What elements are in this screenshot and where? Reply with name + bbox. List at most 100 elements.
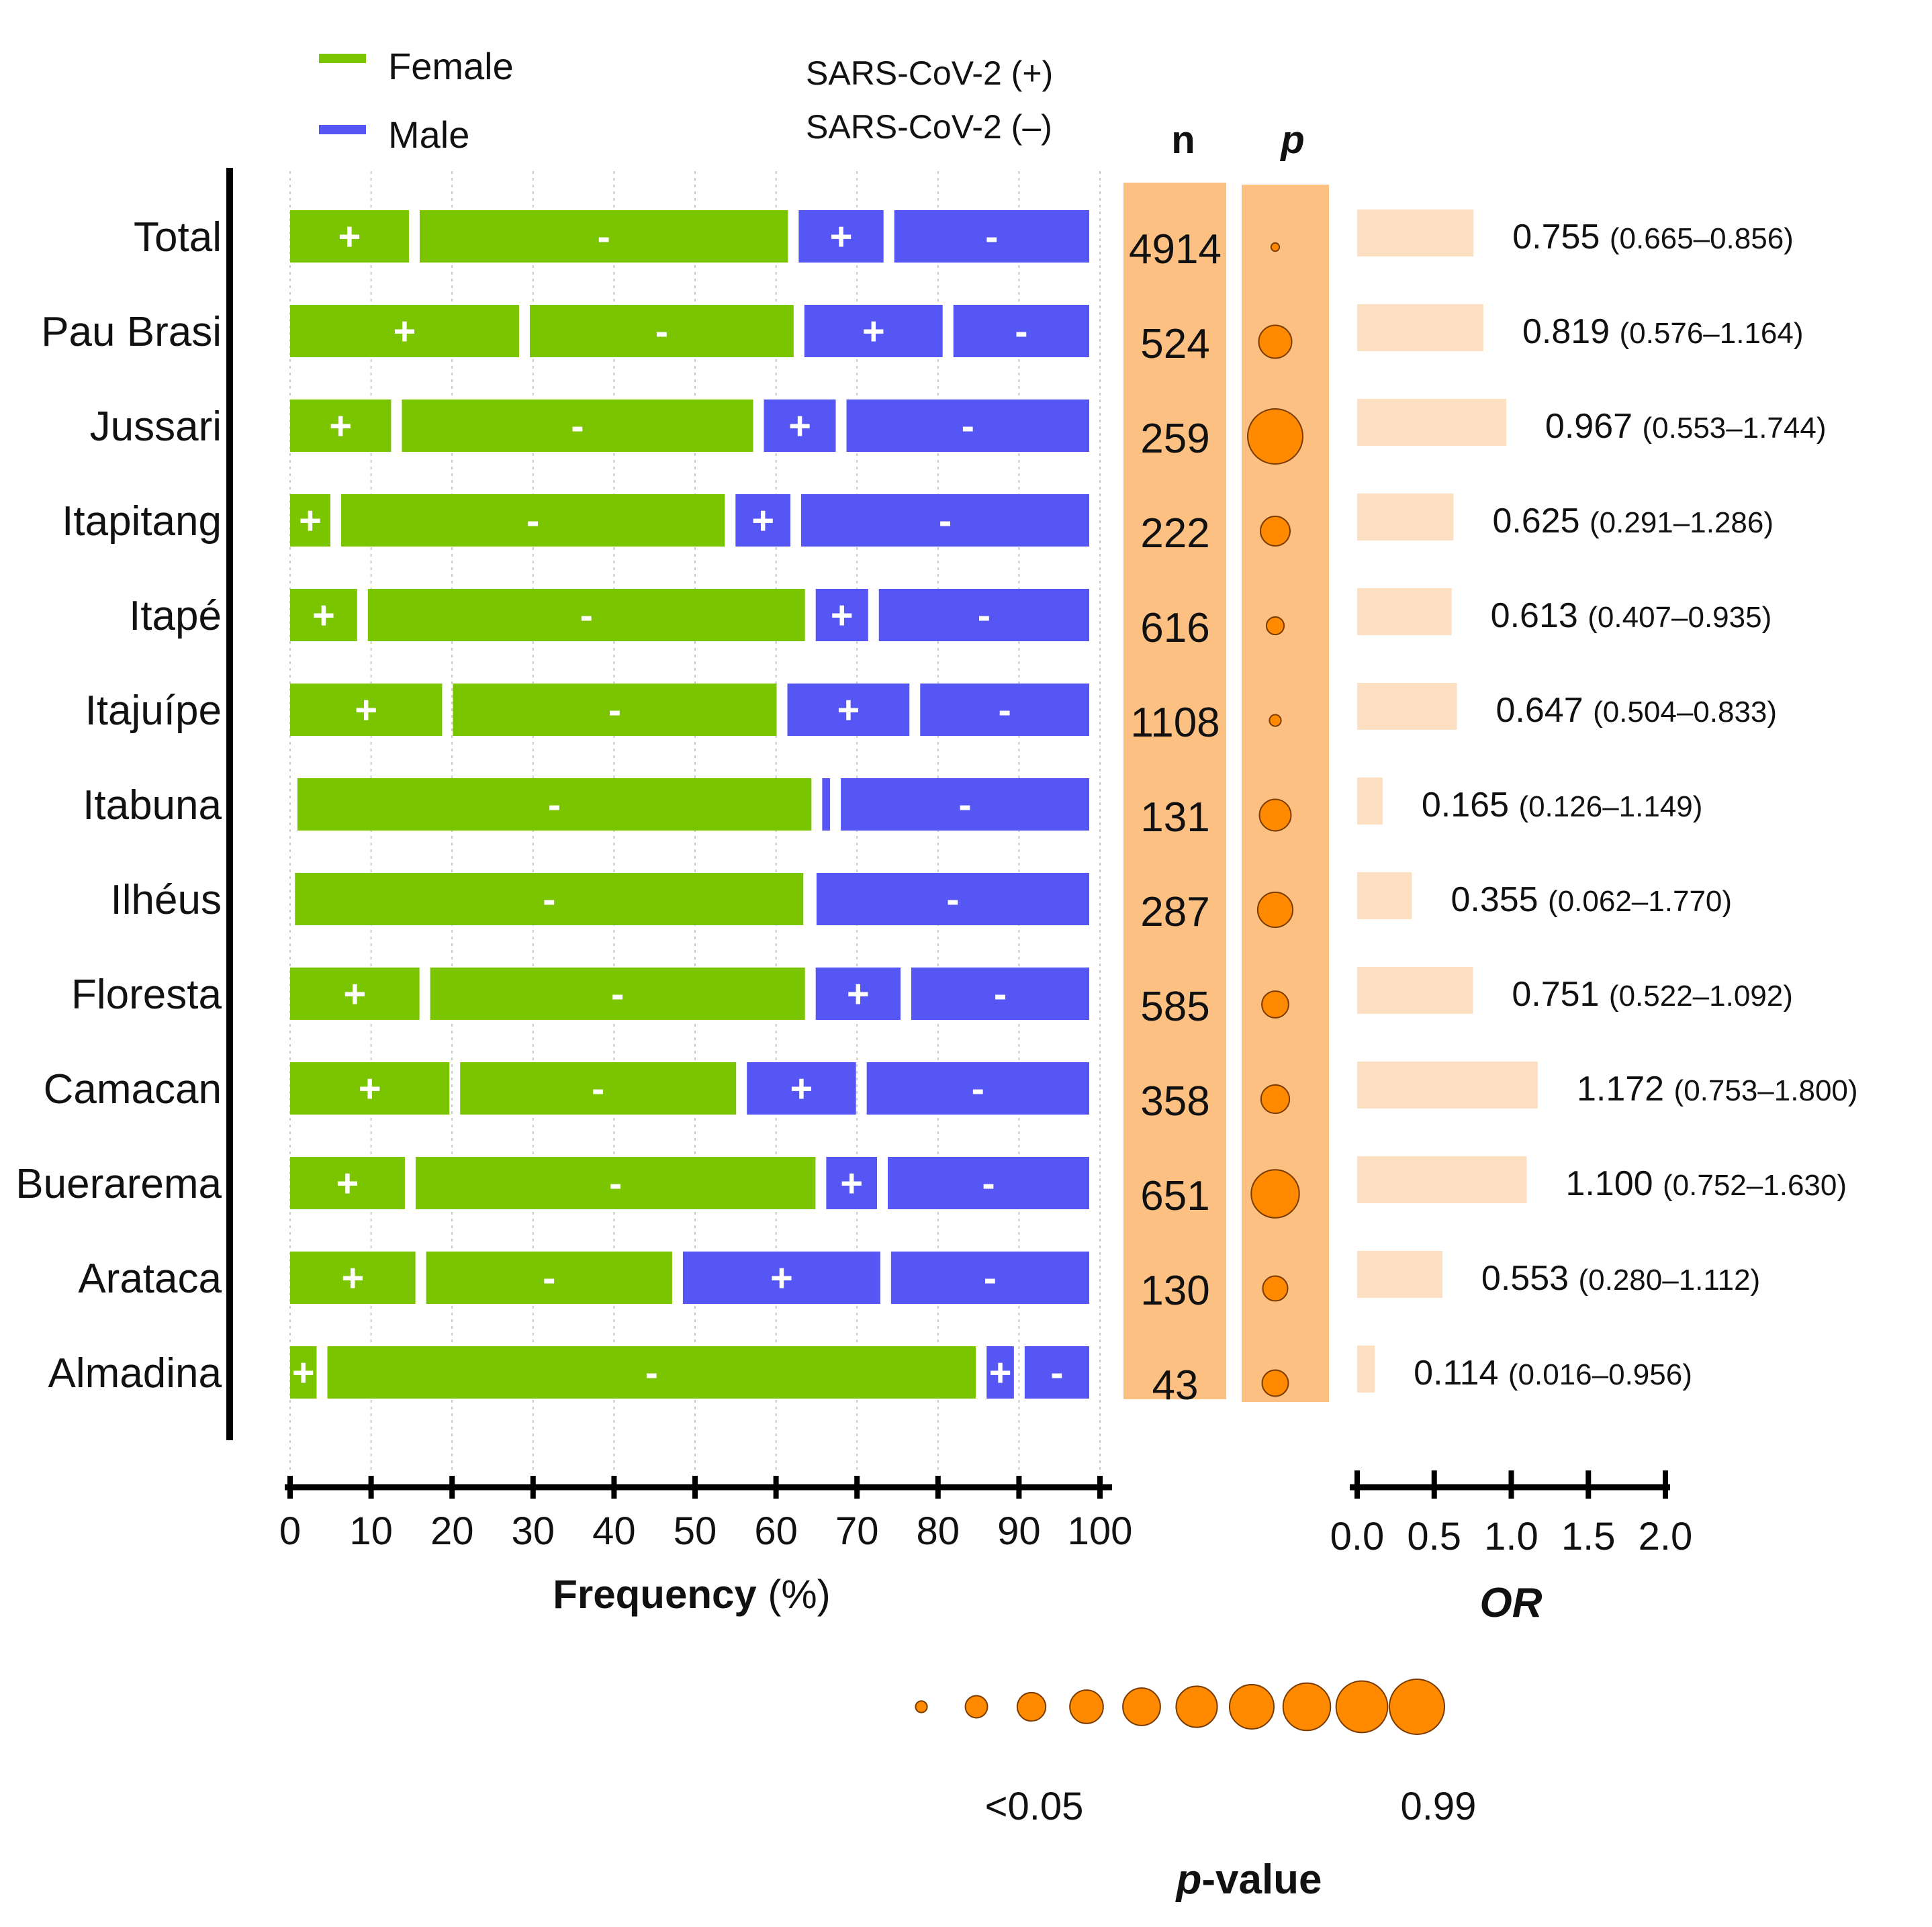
male-positive-bar-sign: + bbox=[770, 1256, 793, 1300]
male-negative-bar bbox=[816, 873, 1089, 925]
chart-row: Pau Brasi + - + - 524 0.819 (0.576–1.164) bbox=[41, 304, 1804, 367]
female-positive-bar bbox=[290, 1252, 416, 1304]
male-positive-bar-sign: + bbox=[840, 1162, 863, 1205]
chart-row: Floresta + - + - 585 0.751 (0.522–1.092) bbox=[71, 967, 1793, 1030]
row-label: Itapé bbox=[129, 593, 222, 639]
x-tick-label: 50 bbox=[674, 1509, 717, 1553]
legend-female-label: Female bbox=[388, 45, 514, 87]
female-positive-bar-sign: + bbox=[312, 594, 335, 637]
or-ci: (0.126–1.149) bbox=[1518, 790, 1702, 823]
male-negative-bar-sign: - bbox=[962, 404, 974, 448]
or-bar bbox=[1357, 1346, 1375, 1393]
legend-female-swatch bbox=[319, 54, 366, 63]
or-text: 0.355 (0.062–1.770) bbox=[1451, 880, 1732, 919]
n-value: 1108 bbox=[1130, 700, 1220, 746]
pvalue-title-italic: p bbox=[1175, 1856, 1201, 1903]
n-value: 358 bbox=[1140, 1078, 1209, 1125]
chart-row: Almadina + - + -43 0.114 (0.016–0.956) bbox=[48, 1346, 1692, 1409]
p-bubble bbox=[1261, 990, 1289, 1019]
male-positive-bar bbox=[986, 1346, 1014, 1399]
female-positive-bar bbox=[290, 210, 409, 263]
pvalue-legend-bubble bbox=[1175, 1685, 1218, 1728]
female-negative-bar-sign: - bbox=[597, 215, 610, 258]
p-bubble bbox=[1247, 408, 1303, 465]
p-panel bbox=[1242, 185, 1329, 1402]
chart-row: Itapitang + - + - 222 0.625 (0.291–1.286) bbox=[62, 493, 1774, 557]
row-label: Pau Brasi bbox=[41, 309, 222, 355]
pvalue-title-rest: -value bbox=[1201, 1856, 1322, 1903]
n-value: 287 bbox=[1140, 889, 1209, 935]
chart-row: Itapé + - + - 616 0.613 (0.407–0.935) bbox=[129, 588, 1772, 651]
female-negative-bar-sign: - bbox=[655, 310, 668, 353]
or-text: 0.625 (0.291–1.286) bbox=[1492, 502, 1774, 540]
row-label: Itapitang bbox=[62, 498, 222, 545]
n-value: 43 bbox=[1152, 1362, 1199, 1409]
male-positive-bar bbox=[798, 210, 884, 263]
p-bubble bbox=[1270, 242, 1281, 252]
or-tick-label: 1.0 bbox=[1484, 1515, 1538, 1558]
chart-row: Buerarema + - + - 651 1.100 (0.752–1.630) bbox=[15, 1156, 1847, 1219]
row-label: Arataca bbox=[78, 1256, 222, 1302]
male-negative-bar-sign: - bbox=[1050, 1351, 1063, 1395]
male-positive-bar-sign: + bbox=[831, 594, 854, 637]
or-value: 0.553 bbox=[1481, 1259, 1579, 1298]
or-text: 0.165 (0.126–1.149) bbox=[1422, 786, 1703, 825]
row-label: Itajuípe bbox=[85, 688, 222, 734]
or-text: 0.553 (0.280–1.112) bbox=[1481, 1259, 1760, 1298]
male-positive-bar-sign: + bbox=[989, 1351, 1012, 1395]
p-bubble bbox=[1250, 1169, 1300, 1219]
or-ci: (0.752–1.630) bbox=[1663, 1169, 1847, 1202]
n-value: 222 bbox=[1140, 510, 1209, 557]
or-bar bbox=[1357, 872, 1412, 919]
or-ci: (0.553–1.744) bbox=[1643, 412, 1827, 444]
p-bubble bbox=[1269, 714, 1282, 727]
or-value: 0.647 bbox=[1496, 691, 1593, 730]
or-value: 0.625 bbox=[1492, 502, 1590, 540]
female-positive-bar-sign: + bbox=[394, 310, 416, 353]
p-bubble bbox=[1260, 1084, 1291, 1115]
pvalue-legend-bubble bbox=[1122, 1687, 1161, 1726]
chart-row: Itabuna - - 131 0.165 (0.126–1.149) bbox=[83, 778, 1702, 841]
female-negative-bar bbox=[340, 494, 725, 547]
or-value: 0.967 bbox=[1545, 407, 1643, 446]
row-label: Camacan bbox=[44, 1066, 222, 1113]
male-negative-bar bbox=[1024, 1346, 1089, 1399]
or-ci: (0.753–1.800) bbox=[1674, 1074, 1858, 1107]
male-positive-bar bbox=[822, 778, 831, 831]
row-label: Jussari bbox=[90, 404, 222, 450]
or-tick-label: 1.5 bbox=[1561, 1515, 1616, 1558]
or-bar bbox=[1357, 493, 1454, 540]
male-positive-bar bbox=[682, 1252, 880, 1304]
x-tick-label: 100 bbox=[1068, 1509, 1133, 1553]
chart-row: Ilhéus - - 287 0.355 (0.062–1.770) bbox=[111, 872, 1732, 935]
chart-row: Jussari + - + - 259 0.967 (0.553–1.744) bbox=[90, 399, 1827, 465]
or-text: 1.100 (0.752–1.630) bbox=[1565, 1164, 1847, 1203]
female-positive-bar bbox=[290, 494, 330, 547]
female-negative-bar bbox=[297, 778, 812, 831]
or-text: 0.114 (0.016–0.956) bbox=[1414, 1354, 1692, 1393]
male-negative-bar bbox=[888, 1157, 1089, 1209]
male-positive-bar-sign: + bbox=[751, 499, 774, 543]
or-value: 1.172 bbox=[1577, 1070, 1674, 1109]
pvalue-legend-high-label: 0.99 bbox=[1401, 1785, 1477, 1828]
pvalue-legend-bubble bbox=[1016, 1691, 1047, 1722]
male-negative-bar-sign: - bbox=[946, 878, 959, 921]
female-negative-bar-sign: - bbox=[609, 1162, 622, 1205]
pvalue-legend-bubble bbox=[1069, 1689, 1104, 1724]
or-ci: (0.407–0.935) bbox=[1588, 601, 1772, 634]
female-negative-bar bbox=[367, 589, 805, 641]
male-positive-bar bbox=[735, 494, 790, 547]
pvalue-legend-bubble bbox=[1282, 1682, 1332, 1732]
or-value: 1.100 bbox=[1565, 1164, 1663, 1203]
or-text: 0.751 (0.522–1.092) bbox=[1512, 975, 1793, 1014]
n-value: 524 bbox=[1140, 321, 1209, 367]
male-negative-bar bbox=[890, 1252, 1089, 1304]
x-tick-label: 0 bbox=[279, 1509, 301, 1553]
or-ci: (0.016–0.956) bbox=[1508, 1358, 1692, 1391]
female-positive-bar-sign: + bbox=[329, 404, 352, 448]
or-value: 0.613 bbox=[1491, 596, 1588, 635]
n-column-header: n bbox=[1171, 118, 1195, 162]
female-negative-bar bbox=[402, 399, 753, 452]
legend-male-swatch bbox=[319, 125, 366, 134]
